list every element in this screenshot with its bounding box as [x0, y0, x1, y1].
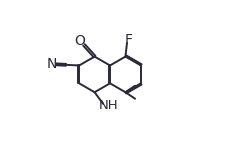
Text: N: N: [47, 57, 57, 71]
Text: O: O: [75, 34, 86, 48]
Text: F: F: [125, 33, 133, 46]
Text: NH: NH: [99, 99, 119, 112]
